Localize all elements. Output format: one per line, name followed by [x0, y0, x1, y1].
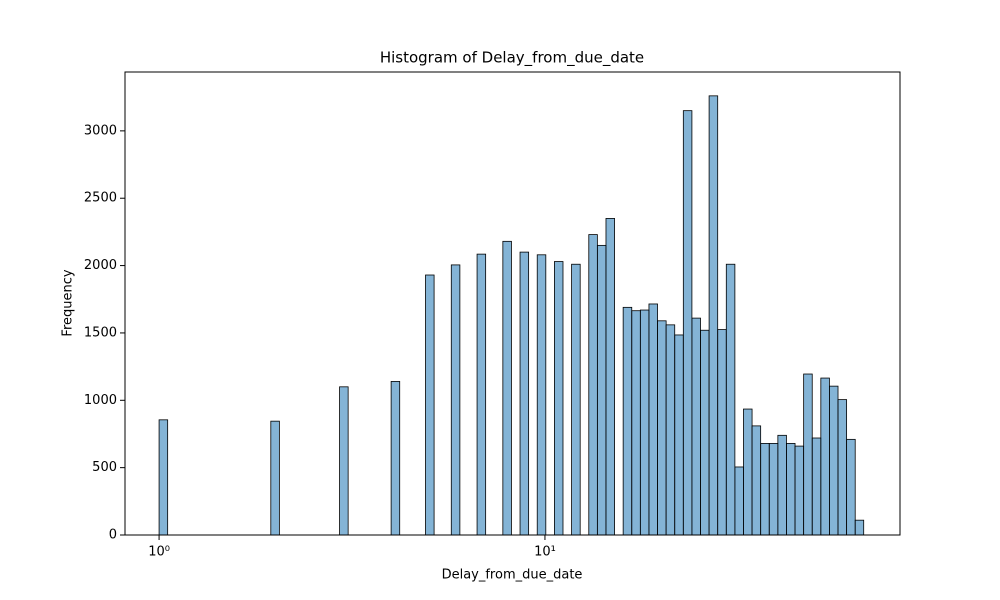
- bar: [803, 373, 813, 536]
- x-tick-label: 10⁰: [148, 545, 170, 560]
- bar: [777, 434, 787, 536]
- bar: [648, 303, 658, 536]
- bar: [158, 419, 169, 536]
- bar: [425, 274, 435, 536]
- bar: [854, 519, 865, 536]
- bar: [674, 334, 684, 536]
- bar: [519, 251, 530, 536]
- bar: [829, 385, 839, 536]
- y-tick-label: 1500: [84, 325, 117, 340]
- bar: [734, 466, 744, 536]
- bar: [760, 442, 770, 536]
- bar: [725, 263, 736, 536]
- bar: [270, 420, 280, 536]
- y-tick-label: 0: [109, 528, 117, 543]
- bar: [339, 386, 349, 536]
- bar: [571, 263, 581, 536]
- bar: [665, 324, 676, 536]
- y-tick-label: 2000: [84, 258, 117, 273]
- bar: [682, 110, 693, 536]
- bar: [751, 425, 762, 536]
- bar: [691, 317, 701, 536]
- bar: [596, 244, 607, 536]
- bar: [390, 381, 401, 536]
- bar: [820, 377, 830, 536]
- y-tick-label: 2500: [84, 191, 117, 206]
- bar: [631, 310, 641, 536]
- bar: [639, 309, 650, 536]
- bar: [786, 442, 796, 536]
- bar: [536, 254, 547, 536]
- y-tick-label: 500: [92, 460, 117, 475]
- bar: [476, 253, 487, 536]
- y-axis-label: Frequency: [61, 269, 76, 336]
- bar: [605, 218, 615, 536]
- x-axis-label: Delay_from_due_date: [442, 568, 583, 583]
- bar: [657, 320, 667, 536]
- bar: [588, 234, 598, 536]
- bar: [794, 445, 805, 536]
- chart-title: Histogram of Delay_from_due_date: [380, 49, 644, 68]
- x-tick-label: 10¹: [534, 545, 556, 560]
- bar: [768, 442, 779, 536]
- bar: [708, 95, 719, 536]
- bar: [846, 438, 856, 536]
- bar: [837, 399, 848, 536]
- bar: [502, 240, 512, 536]
- bar: [717, 329, 727, 536]
- bar: [450, 264, 461, 536]
- y-tick-label: 3000: [84, 123, 117, 138]
- bar: [554, 261, 564, 536]
- bar: [743, 408, 753, 536]
- bar: [622, 306, 633, 536]
- plot-frame: [124, 71, 901, 536]
- bar: [811, 437, 822, 536]
- bar: [700, 329, 710, 536]
- y-tick-label: 1000: [84, 393, 117, 408]
